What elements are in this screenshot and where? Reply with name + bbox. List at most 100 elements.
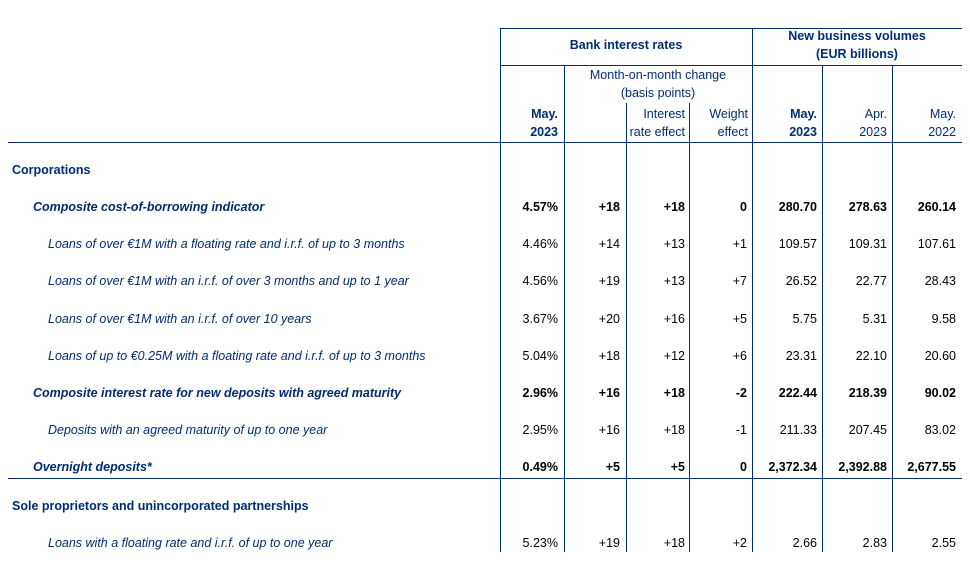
cell-mom-change: +18 (598, 200, 620, 214)
cell-mom-change: +14 (598, 237, 620, 251)
cell-mom-change: +16 (598, 423, 620, 437)
header-new-business-volumes: New business volumes (EUR billions) (788, 29, 926, 61)
table-row: Composite cost-of-borrowing indicator 4.5… (0, 197, 970, 217)
row-label: Loans with a floating rate and i.r.f. of… (48, 536, 333, 550)
row-label: Overnight deposits* (33, 460, 152, 474)
cell-interest-rate-effect: +18 (663, 386, 685, 400)
table-row: Corporations (0, 160, 970, 180)
table-row: Loans of up to €0.25M with a floating ra… (0, 346, 970, 366)
cell-interest-rate-effect: +16 (663, 312, 685, 326)
cell-weight-effect: +1 (732, 237, 747, 251)
cell-vol-apr2023: 22.77 (855, 274, 887, 288)
cell-rate-may2023: 3.67% (522, 312, 558, 326)
cell-vol-apr2023: 278.63 (848, 200, 887, 214)
cell-vol-apr2023: 2.83 (862, 536, 887, 550)
table-row: Overnight deposits* 0.49% +5 +5 0 2,372.34 2,3… (0, 457, 970, 477)
header-mid-rule-right (752, 65, 962, 66)
row-label: Corporations (12, 163, 91, 177)
cell-vol-apr2023: 22.10 (855, 349, 887, 363)
cell-interest-rate-effect: +13 (663, 237, 685, 251)
col-divider-weight (689, 103, 690, 552)
table-row: Sole proprietors and unincorporated part… (0, 496, 970, 516)
col-divider-mom (564, 65, 565, 552)
cell-weight-effect: +6 (732, 349, 747, 363)
row-label: Loans of over €1M with a floating rate a… (48, 237, 405, 251)
cell-vol-may2023: 222.44 (778, 386, 817, 400)
col-divider-may22 (892, 65, 893, 552)
colhdr-weight-effect: Weight effect (709, 107, 748, 139)
cell-weight-effect: +2 (732, 536, 747, 550)
colhdr-rate-may2023: May. 2023 (530, 107, 558, 139)
cell-rate-may2023: 2.95% (522, 423, 558, 437)
row-label: Loans of over €1M with an i.r.f. of over… (48, 312, 312, 326)
cell-vol-may2023: 2.66 (792, 536, 817, 550)
section-divider-rule (8, 478, 962, 479)
cell-mom-change: +18 (598, 349, 620, 363)
table-row: Deposits with an agreed maturity of up t… (0, 420, 970, 440)
col-divider-irf (626, 103, 627, 552)
header-mid-rule-left (500, 65, 752, 66)
cell-interest-rate-effect: +18 (663, 200, 685, 214)
cell-interest-rate-effect: +13 (663, 274, 685, 288)
cell-rate-may2023: 2.96% (522, 386, 558, 400)
cell-vol-apr2023: 218.39 (848, 386, 887, 400)
cell-rate-may2023: 4.46% (522, 237, 558, 251)
cell-rate-may2023: 5.23% (522, 536, 558, 550)
cell-vol-may2022: 20.60 (924, 349, 956, 363)
cell-interest-rate-effect: +12 (663, 349, 685, 363)
cell-vol-apr2023: 207.45 (848, 423, 887, 437)
colhdr-vol-apr2023: Apr. 2023 (859, 107, 887, 139)
cell-rate-may2023: 4.57% (522, 200, 558, 214)
cell-vol-may2022: 107.61 (917, 237, 956, 251)
cell-vol-may2022: 28.43 (924, 274, 956, 288)
cell-mom-change: +16 (598, 386, 620, 400)
cell-weight-effect: 0 (740, 200, 747, 214)
cell-vol-may2022: 2,677.55 (907, 460, 956, 474)
row-label: Loans of up to €0.25M with a floating ra… (48, 349, 426, 363)
cell-interest-rate-effect: +18 (663, 423, 685, 437)
row-label: Loans of over €1M with an i.r.f. of over… (48, 274, 409, 288)
cell-vol-may2023: 26.52 (785, 274, 817, 288)
row-label: Composite interest rate for new deposits… (33, 386, 402, 400)
row-label: Sole proprietors and unincorporated part… (12, 499, 309, 513)
cell-vol-may2023: 5.75 (792, 312, 817, 326)
header-bottom-rule (8, 142, 962, 143)
cell-weight-effect: +7 (732, 274, 747, 288)
header-top-rule (500, 28, 962, 29)
cell-vol-apr2023: 5.31 (862, 312, 887, 326)
table-row: Loans of over €1M with a floating rate a… (0, 234, 970, 254)
cell-vol-may2022: 2.55 (931, 536, 956, 550)
cell-weight-effect: +5 (732, 312, 747, 326)
cell-weight-effect: -1 (735, 423, 747, 437)
col-divider-rate (500, 28, 501, 552)
table-row: Loans of over €1M with an i.r.f. of over… (0, 271, 970, 291)
colhdr-vol-may2022: May. 2022 (928, 107, 956, 139)
cell-interest-rate-effect: +18 (663, 536, 685, 550)
cell-vol-may2022: 260.14 (917, 200, 956, 214)
col-divider-apr (822, 65, 823, 552)
cell-interest-rate-effect: +5 (670, 460, 685, 474)
cell-rate-may2023: 4.56% (522, 274, 558, 288)
cell-weight-effect: -2 (735, 386, 747, 400)
cell-rate-may2023: 5.04% (522, 349, 558, 363)
table-row: Composite interest rate for new deposits… (0, 383, 970, 403)
cell-vol-apr2023: 109.31 (848, 237, 887, 251)
row-label: Deposits with an agreed maturity of up t… (48, 423, 328, 437)
colhdr-vol-may2023: May. 2023 (789, 107, 817, 139)
cell-vol-may2023: 109.57 (778, 237, 817, 251)
cell-rate-may2023: 0.49% (522, 460, 558, 474)
cell-mom-change: +20 (598, 312, 620, 326)
cell-vol-may2023: 211.33 (779, 423, 817, 437)
row-label: Composite cost-of-borrowing indicator (33, 200, 265, 214)
cell-vol-may2022: 9.58 (931, 312, 956, 326)
cell-vol-may2023: 23.31 (785, 349, 817, 363)
cell-weight-effect: 0 (740, 460, 747, 474)
header-bank-interest-rates: Bank interest rates (569, 38, 683, 52)
cell-mom-change: +19 (598, 274, 620, 288)
colhdr-interest-rate-effect: Interest rate effect (629, 107, 685, 139)
cell-vol-may2022: 90.02 (924, 386, 956, 400)
cell-vol-may2023: 280.70 (778, 200, 817, 214)
cell-mom-change: +5 (605, 460, 620, 474)
cell-vol-apr2023: 2,392.88 (838, 460, 887, 474)
table-row: Loans of over €1M with an i.r.f. of over… (0, 309, 970, 329)
